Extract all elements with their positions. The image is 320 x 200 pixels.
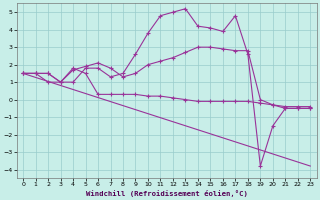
X-axis label: Windchill (Refroidissement éolien,°C): Windchill (Refroidissement éolien,°C) <box>86 190 248 197</box>
